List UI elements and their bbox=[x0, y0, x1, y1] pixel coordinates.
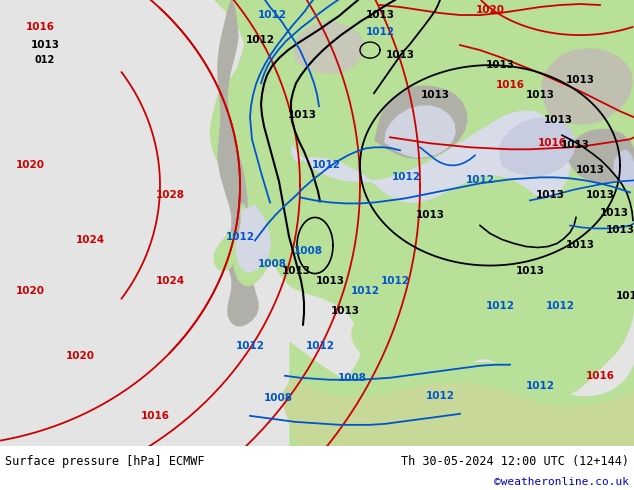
Text: 1012: 1012 bbox=[545, 301, 574, 311]
Text: 1012: 1012 bbox=[465, 175, 495, 185]
Text: 1013: 1013 bbox=[616, 291, 634, 300]
Text: 1012: 1012 bbox=[351, 286, 380, 295]
Text: 1013: 1013 bbox=[605, 225, 634, 236]
Text: 1020: 1020 bbox=[15, 160, 44, 171]
Text: 1013: 1013 bbox=[560, 140, 590, 150]
Text: 1013: 1013 bbox=[576, 165, 604, 175]
Text: 1024: 1024 bbox=[155, 275, 184, 286]
Text: 1012: 1012 bbox=[380, 275, 410, 286]
Text: 1008: 1008 bbox=[257, 259, 287, 269]
Polygon shape bbox=[290, 343, 634, 446]
Polygon shape bbox=[289, 0, 634, 377]
Text: 1013: 1013 bbox=[316, 275, 344, 286]
Polygon shape bbox=[542, 49, 632, 124]
Text: 1013: 1013 bbox=[365, 10, 394, 20]
Text: 1013: 1013 bbox=[30, 40, 60, 50]
Text: 1016: 1016 bbox=[496, 80, 524, 90]
Text: 1013: 1013 bbox=[515, 266, 545, 275]
Text: 1012: 1012 bbox=[311, 160, 340, 171]
Text: 1012: 1012 bbox=[526, 381, 555, 391]
Text: 1013: 1013 bbox=[600, 208, 628, 219]
Text: 1020: 1020 bbox=[476, 5, 505, 15]
Polygon shape bbox=[236, 205, 270, 271]
Text: 1013: 1013 bbox=[566, 75, 595, 85]
Text: 1012: 1012 bbox=[486, 301, 515, 311]
Text: 1012: 1012 bbox=[226, 232, 254, 243]
Text: 1024: 1024 bbox=[75, 236, 105, 245]
Text: 1012: 1012 bbox=[306, 341, 335, 351]
Text: Surface pressure [hPa] ECMWF: Surface pressure [hPa] ECMWF bbox=[5, 455, 205, 468]
Text: 1016: 1016 bbox=[538, 138, 567, 148]
Text: 1013: 1013 bbox=[287, 110, 316, 120]
Text: 1028: 1028 bbox=[155, 191, 184, 200]
Polygon shape bbox=[250, 2, 263, 13]
Polygon shape bbox=[214, 231, 238, 270]
Text: 1012: 1012 bbox=[392, 172, 420, 182]
Text: 1008: 1008 bbox=[337, 373, 366, 383]
Text: 1013: 1013 bbox=[586, 191, 614, 200]
Polygon shape bbox=[234, 203, 268, 286]
Text: ©weatheronline.co.uk: ©weatheronline.co.uk bbox=[494, 477, 629, 487]
Text: 1008: 1008 bbox=[264, 393, 292, 403]
Polygon shape bbox=[385, 106, 455, 157]
Polygon shape bbox=[290, 0, 634, 346]
Polygon shape bbox=[265, 0, 293, 19]
Polygon shape bbox=[283, 378, 634, 446]
Text: 1016: 1016 bbox=[141, 411, 169, 421]
Polygon shape bbox=[210, 0, 634, 420]
Text: 1013: 1013 bbox=[415, 210, 444, 221]
Polygon shape bbox=[568, 129, 634, 182]
Text: Th 30-05-2024 12:00 UTC (12+144): Th 30-05-2024 12:00 UTC (12+144) bbox=[401, 455, 629, 468]
Text: 1012: 1012 bbox=[235, 341, 264, 351]
Text: 1016: 1016 bbox=[25, 22, 55, 32]
Polygon shape bbox=[295, 22, 363, 73]
Text: 1012: 1012 bbox=[245, 35, 275, 45]
Text: 1012: 1012 bbox=[257, 10, 287, 20]
Polygon shape bbox=[614, 150, 634, 187]
Text: 1020: 1020 bbox=[15, 286, 44, 295]
Text: 1016: 1016 bbox=[586, 371, 614, 381]
Text: 1013: 1013 bbox=[486, 60, 515, 70]
Text: 1013: 1013 bbox=[420, 90, 450, 100]
Polygon shape bbox=[375, 86, 467, 158]
Text: 1013: 1013 bbox=[330, 306, 359, 316]
Text: 1013: 1013 bbox=[385, 50, 415, 60]
Text: 1013: 1013 bbox=[566, 241, 595, 250]
Polygon shape bbox=[499, 118, 575, 175]
Text: 1013: 1013 bbox=[543, 115, 573, 125]
Polygon shape bbox=[218, 0, 258, 326]
Text: 1013: 1013 bbox=[536, 191, 564, 200]
Text: 1020: 1020 bbox=[65, 351, 94, 361]
Text: 1008: 1008 bbox=[294, 245, 323, 255]
Text: 012: 012 bbox=[35, 55, 55, 65]
Polygon shape bbox=[292, 111, 570, 202]
Text: 1012: 1012 bbox=[425, 391, 455, 401]
Text: 1013: 1013 bbox=[281, 266, 311, 275]
Text: 1012: 1012 bbox=[365, 27, 394, 37]
Text: 1013: 1013 bbox=[526, 90, 555, 100]
